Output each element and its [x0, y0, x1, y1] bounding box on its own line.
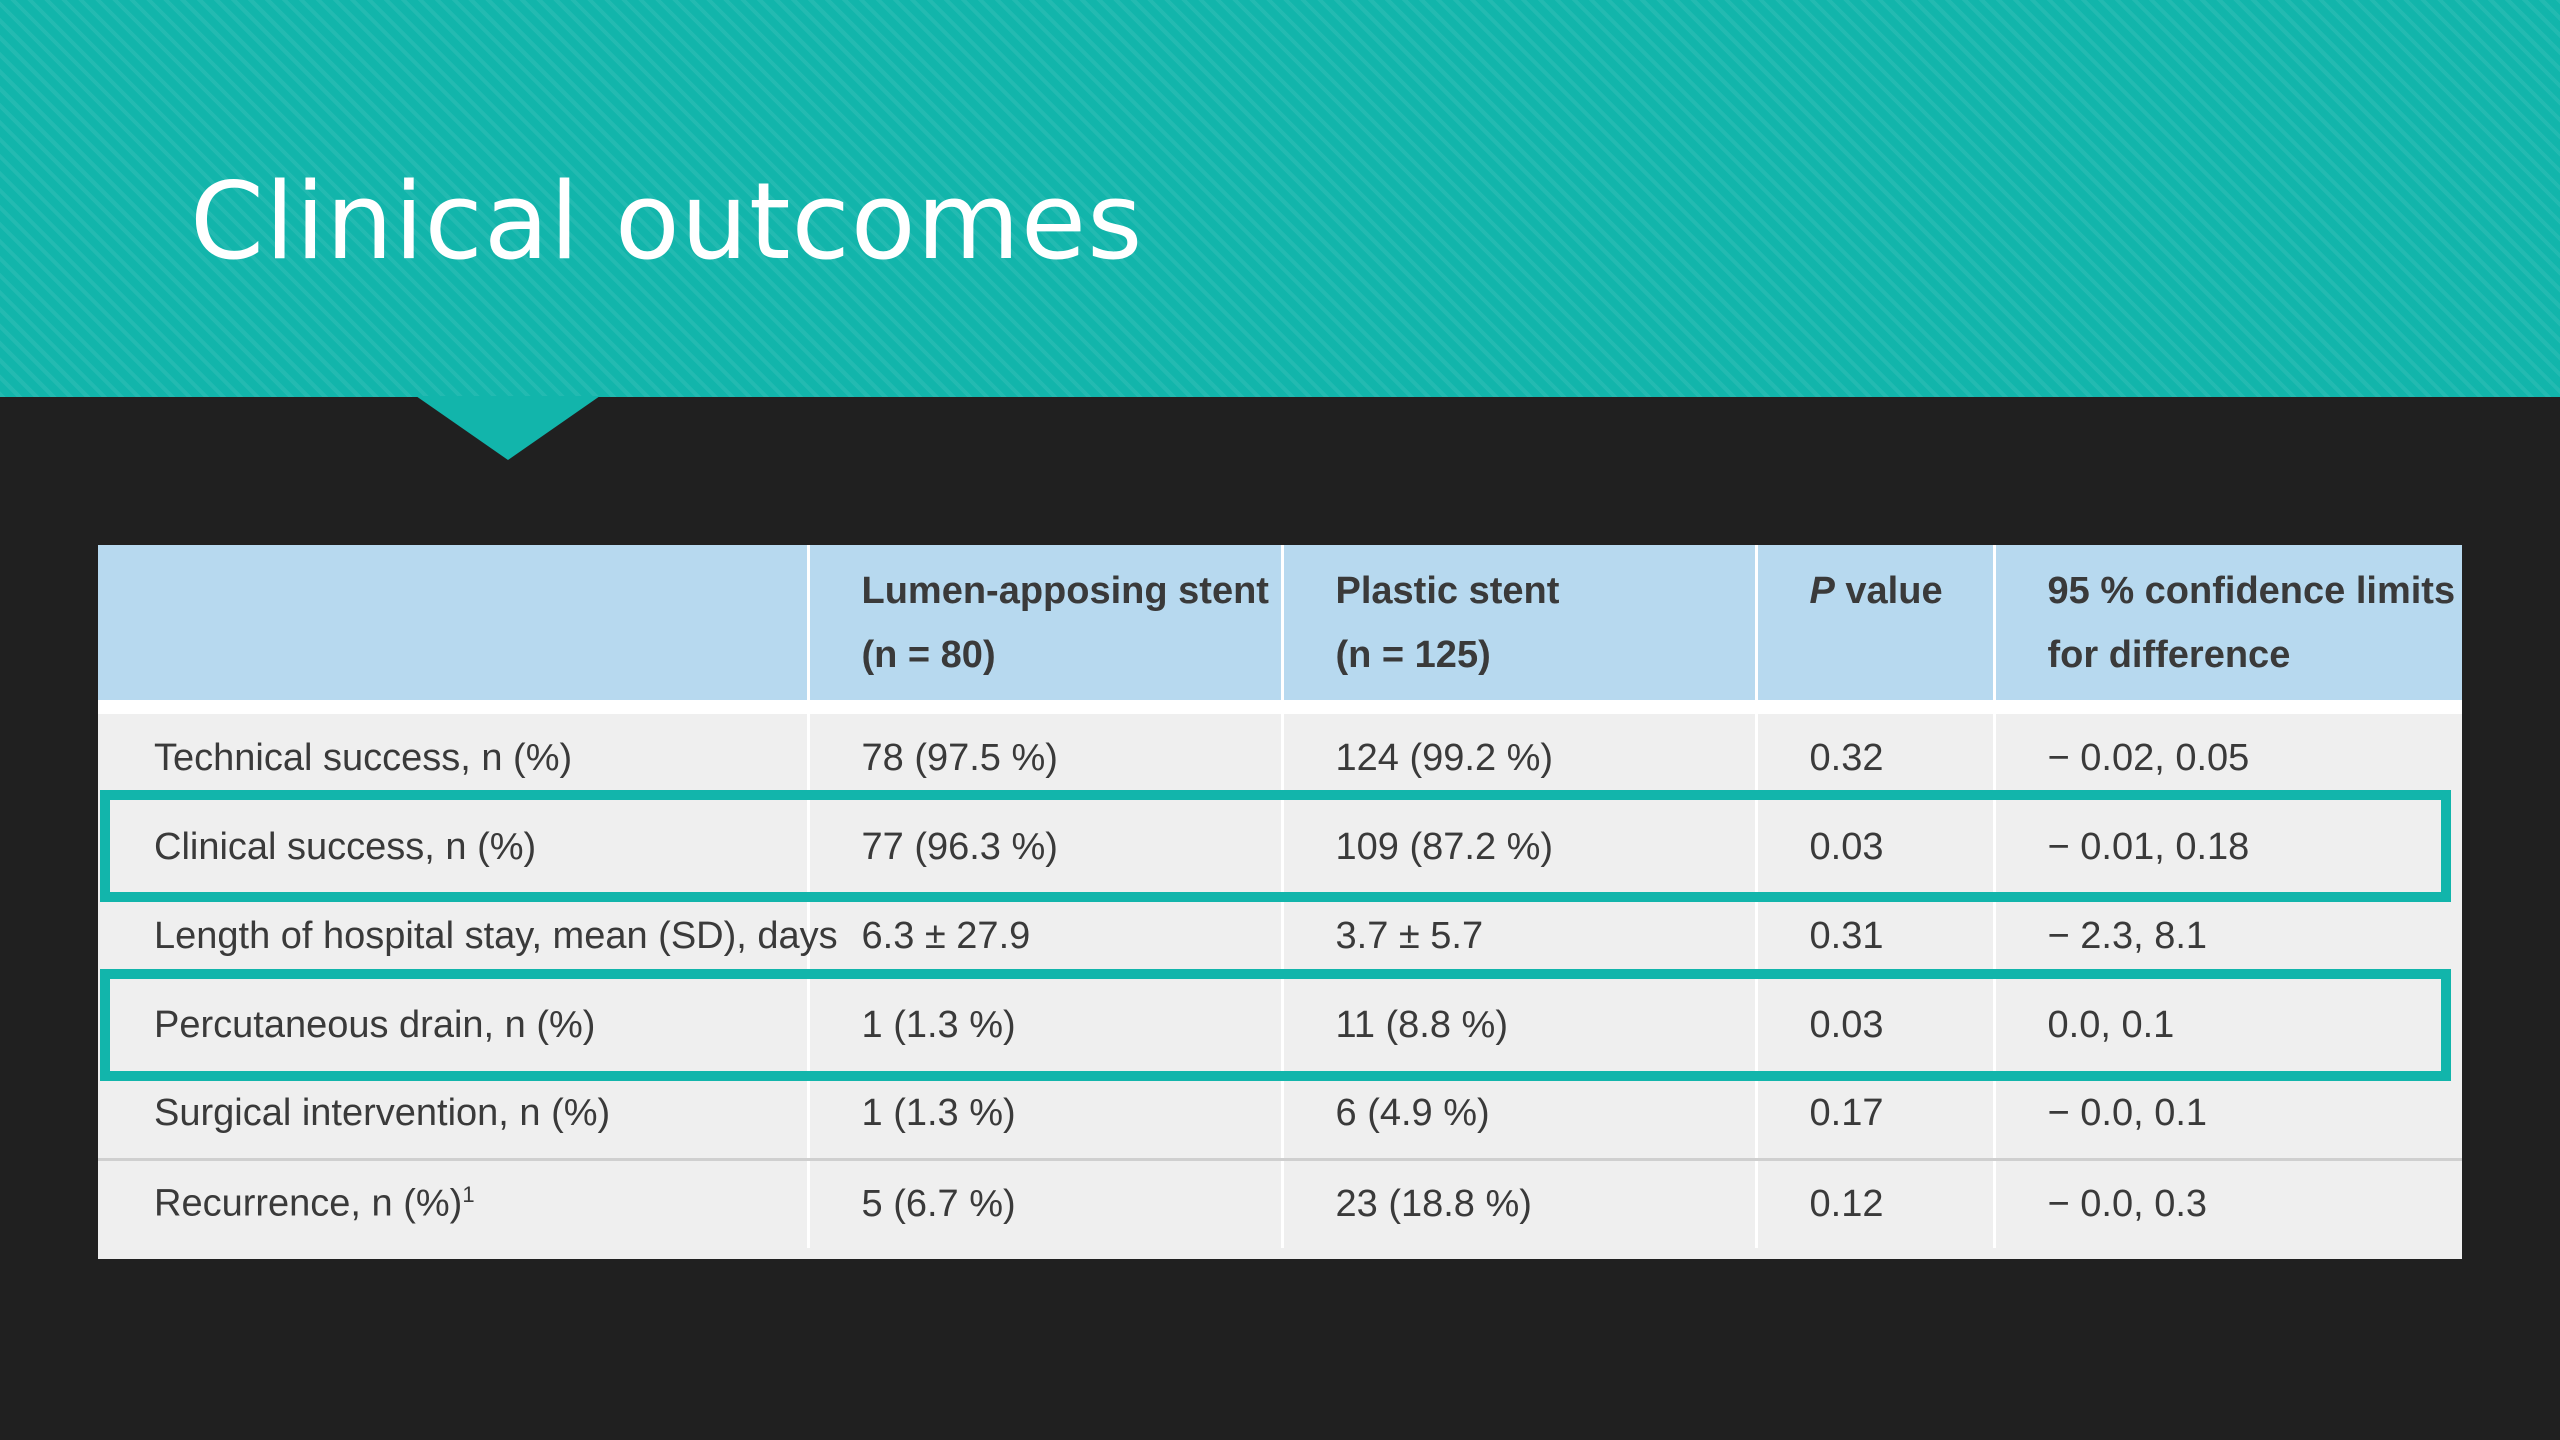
cell-lumen-apposing: 78 (97.5 %)	[806, 714, 1282, 803]
cell-confidence: − 0.01, 0.18	[1992, 803, 2462, 892]
cell-p-value: 0.17	[1754, 1070, 1994, 1161]
cell-lumen-apposing: 77 (96.3 %)	[806, 803, 1282, 892]
row-label: Length of hospital stay, mean (SD), days	[98, 892, 838, 981]
header-line1: value	[1834, 569, 1943, 612]
header-cell-plastic-stent: Plastic stent (n = 125)	[1280, 545, 1756, 700]
header-line1: Plastic stent	[1335, 569, 1560, 612]
cell-p-value: 0.03	[1754, 803, 1994, 892]
table-row-clinical-success: Clinical success, n (%) 77 (96.3 %) 109 …	[98, 803, 2462, 892]
header-spacer	[98, 700, 2462, 714]
cell-p-value: 0.12	[1754, 1159, 1994, 1248]
table-header-row: Lumen-apposing stent (n = 80) Plastic st…	[98, 545, 2462, 700]
cell-p-value: 0.03	[1754, 981, 1994, 1070]
table-row-percutaneous-drain: Percutaneous drain, n (%) 1 (1.3 %) 11 (…	[98, 981, 2462, 1070]
header-band	[0, 0, 2560, 397]
cell-plastic: 124 (99.2 %)	[1280, 714, 1756, 803]
header-line2: for difference	[2047, 633, 2291, 676]
row-label: Clinical success, n (%)	[98, 803, 808, 892]
row-label: Technical success, n (%)	[98, 714, 808, 803]
cell-plastic: 6 (4.9 %)	[1280, 1070, 1756, 1161]
row-label: Surgical intervention, n (%)	[98, 1070, 808, 1161]
outcomes-table: Lumen-apposing stent (n = 80) Plastic st…	[98, 545, 2462, 1248]
cell-p-value: 0.32	[1754, 714, 1994, 803]
outcomes-table-container: Lumen-apposing stent (n = 80) Plastic st…	[98, 545, 2462, 1259]
cell-plastic: 23 (18.8 %)	[1280, 1159, 1756, 1248]
cell-confidence: 0.0, 0.1	[1992, 981, 2462, 1070]
cell-plastic: 109 (87.2 %)	[1280, 803, 1756, 892]
header-cell-confidence-limits: 95 % confidence limits for difference	[1992, 545, 2462, 700]
cell-lumen-apposing: 1 (1.3 %)	[806, 981, 1282, 1070]
table-row-length-of-stay: Length of hospital stay, mean (SD), days…	[98, 892, 2462, 981]
header-cell-p-value: P value	[1754, 545, 1994, 700]
header-italic-p: P	[1809, 569, 1835, 612]
slide-title: Clinical outcomes	[190, 160, 1144, 283]
cell-confidence: − 0.0, 0.3	[1992, 1159, 2462, 1248]
header-cell-lumen-apposing-stent: Lumen-apposing stent (n = 80)	[806, 545, 1282, 700]
cell-confidence: − 2.3, 8.1	[1992, 892, 2462, 981]
cell-plastic: 3.7 ± 5.7	[1280, 892, 1756, 981]
cell-lumen-apposing: 1 (1.3 %)	[806, 1070, 1282, 1161]
footnote-marker: 1	[462, 1182, 475, 1208]
row-label: Recurrence, n (%)	[154, 1183, 463, 1226]
cell-lumen-apposing: 6.3 ± 27.9	[806, 892, 1282, 981]
table-row-technical-success: Technical success, n (%) 78 (97.5 %) 124…	[98, 714, 2462, 803]
row-label: Percutaneous drain, n (%)	[98, 981, 808, 1070]
header-line1: Lumen-apposing stent	[861, 569, 1269, 612]
header-line2: (n = 125)	[1335, 633, 1491, 676]
cell-confidence: − 0.02, 0.05	[1992, 714, 2462, 803]
row-label-recurrence: Recurrence, n (%)1	[98, 1159, 808, 1248]
header-line2: (n = 80)	[861, 633, 996, 676]
cell-lumen-apposing: 5 (6.7 %)	[806, 1159, 1282, 1248]
table-row-surgical-intervention: Surgical intervention, n (%) 1 (1.3 %) 6…	[98, 1070, 2462, 1161]
header-cell-empty	[98, 545, 808, 700]
header-line1: 95 % confidence limits	[2047, 569, 2456, 612]
cell-p-value: 0.31	[1754, 892, 1994, 981]
cell-confidence: − 0.0, 0.1	[1992, 1070, 2462, 1161]
header-notch	[416, 396, 600, 460]
cell-plastic: 11 (8.8 %)	[1280, 981, 1756, 1070]
table-row-recurrence: Recurrence, n (%)1 5 (6.7 %) 23 (18.8 %)…	[98, 1159, 2462, 1248]
